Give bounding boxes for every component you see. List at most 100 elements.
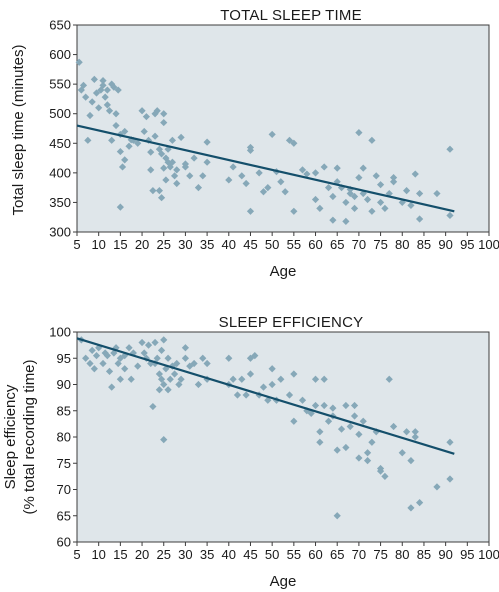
data-point (355, 454, 363, 462)
y-tick-label: 70 (57, 482, 71, 497)
y-tick-label: 85 (57, 403, 71, 418)
data-point (110, 83, 118, 91)
x-tick-label: 85 (417, 547, 431, 562)
x-tick-label: 65 (330, 547, 344, 562)
data-point (281, 188, 289, 196)
x-tick-label: 45 (243, 237, 257, 252)
data-points (77, 336, 454, 520)
data-point (416, 189, 424, 198)
data-point (160, 336, 168, 344)
data-point (153, 354, 161, 362)
data-point (298, 166, 307, 174)
data-point (398, 449, 406, 457)
data-points (75, 58, 454, 225)
data-point (90, 75, 98, 84)
x-tick-label: 100 (478, 237, 499, 252)
data-point (363, 449, 372, 457)
data-point (147, 148, 155, 156)
data-point (333, 512, 341, 520)
data-point (355, 129, 363, 137)
data-point (157, 194, 166, 202)
data-point (181, 354, 190, 362)
data-point (416, 499, 424, 507)
data-point (95, 104, 103, 112)
data-point (203, 359, 211, 368)
data-point (298, 396, 307, 404)
data-point (225, 176, 233, 184)
y-tick-label: 650 (49, 18, 71, 33)
x-tick-label: 40 (222, 547, 236, 562)
data-point (264, 184, 272, 192)
data-point (363, 457, 372, 465)
trend-line (76, 124, 455, 213)
data-point (166, 375, 174, 383)
data-point (433, 189, 441, 198)
data-point (311, 375, 320, 383)
data-point (121, 365, 129, 373)
data-point (155, 187, 163, 195)
data-point (376, 467, 385, 475)
data-point (194, 184, 203, 192)
x-tick-label: 35 (200, 547, 214, 562)
y-tick-label: 60 (57, 535, 71, 550)
data-point (389, 173, 398, 182)
data-point (446, 211, 454, 220)
x-tick-label: 40 (222, 237, 236, 252)
x-tick-label: 70 (352, 237, 366, 252)
data-point (99, 81, 107, 89)
data-point (140, 127, 148, 136)
x-tick-label: 50 (265, 237, 279, 252)
data-point (144, 341, 153, 349)
data-point (329, 192, 337, 201)
data-point (246, 146, 255, 154)
data-point (350, 204, 359, 212)
y-axis-label-line-2: (% total recording time) (21, 359, 38, 514)
x-tick-label: 65 (330, 237, 344, 252)
data-point (125, 344, 133, 352)
x-tick-label: 60 (308, 237, 322, 252)
data-point (324, 417, 333, 425)
x-tick-label: 5 (73, 237, 80, 252)
data-point (329, 404, 337, 412)
data-point (75, 58, 83, 66)
x-tick-label: 90 (438, 237, 452, 252)
data-point (385, 375, 393, 383)
data-point (316, 204, 324, 212)
data-point (255, 169, 263, 177)
data-point (108, 383, 116, 391)
data-point (268, 365, 276, 373)
data-point (82, 354, 90, 362)
data-point (411, 170, 419, 178)
x-tick-label: 20 (135, 237, 149, 252)
data-point (229, 375, 237, 383)
x-tick-label: 95 (460, 237, 474, 252)
data-point (407, 201, 415, 209)
data-point (225, 354, 233, 362)
data-point (411, 428, 419, 436)
data-point (251, 352, 259, 360)
data-point (157, 346, 166, 354)
trend-line (76, 337, 455, 455)
data-point (285, 391, 294, 399)
data-point (92, 352, 101, 360)
chart-title: SLEEP EFFICIENCY (219, 314, 364, 331)
data-point (311, 195, 320, 204)
y-tick-label: 600 (49, 47, 71, 62)
data-point (142, 113, 150, 121)
data-point (350, 192, 359, 201)
data-point (162, 176, 170, 184)
data-point (105, 107, 114, 115)
data-point (199, 172, 207, 180)
data-point (177, 375, 185, 383)
data-point (190, 359, 198, 368)
data-point (160, 118, 168, 127)
data-point (127, 375, 135, 383)
y-tick-label: 65 (57, 508, 71, 523)
x-tick-label: 5 (73, 547, 80, 562)
data-point (170, 370, 179, 378)
data-point (242, 391, 250, 399)
data-point (90, 365, 98, 373)
data-point (363, 195, 372, 204)
data-point (246, 370, 255, 378)
data-point (372, 172, 380, 180)
